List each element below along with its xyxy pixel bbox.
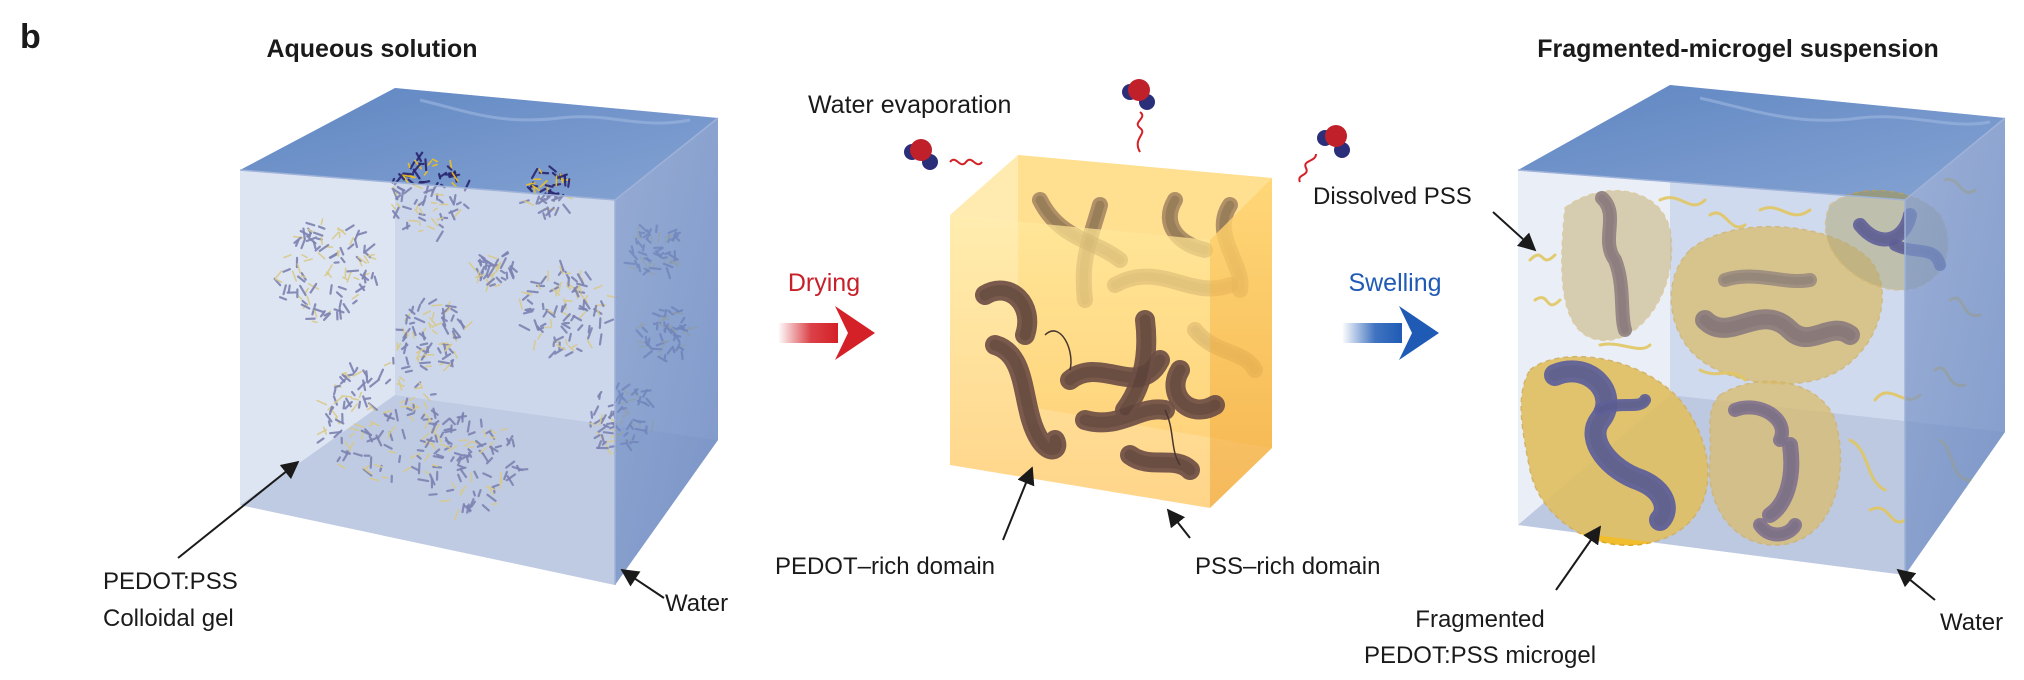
drying-arrow-icon bbox=[778, 306, 875, 360]
water-molecule-icon bbox=[1317, 125, 1350, 158]
dissolved-pss-chain bbox=[1868, 506, 1907, 524]
drying-label: Drying bbox=[788, 269, 860, 297]
water-evaporation-label: Water evaporation bbox=[808, 91, 1011, 119]
dissolved-pss-chain bbox=[1598, 342, 1652, 351]
water-left-label: Water bbox=[665, 590, 728, 617]
colloidal-gel-pointer bbox=[177, 460, 300, 559]
dissolved-pss-chain bbox=[1708, 211, 1747, 229]
microgel-pointer bbox=[1555, 525, 1602, 591]
dissolved-pss-label: Dissolved PSS bbox=[1313, 183, 1472, 210]
microgel-suspension-cube bbox=[1517, 85, 2006, 575]
aqueous-solution-cube bbox=[239, 88, 719, 585]
dissolved-pss-chain bbox=[1698, 368, 1747, 382]
dissolved-pss-chain bbox=[1533, 296, 1562, 307]
colloidal-gel-label-line1: PEDOT:PSS bbox=[103, 568, 238, 595]
dissolved-pss-chain bbox=[1658, 196, 1707, 207]
water-molecule-icon bbox=[1122, 79, 1155, 110]
evaporation-wave-2 bbox=[1136, 111, 1144, 153]
pedot-rich-domains-front bbox=[975, 280, 1225, 480]
panel-letter: b bbox=[20, 18, 41, 56]
swelling-label: Swelling bbox=[1348, 269, 1441, 297]
water-right-pointer bbox=[1896, 568, 1936, 601]
water-right-label: Water bbox=[1940, 609, 2003, 636]
dissolved-pss-chain bbox=[1758, 206, 1812, 217]
dissolved-pss-chain bbox=[1528, 253, 1557, 262]
dissolved-pss-pointer bbox=[1492, 211, 1537, 252]
title-aqueous-solution: Aqueous solution bbox=[266, 35, 477, 63]
evaporation-wave-3 bbox=[1298, 153, 1317, 183]
microgel-blob bbox=[1670, 225, 1883, 385]
pedot-rich-pointer bbox=[1002, 466, 1035, 541]
title-fragmented-microgel-suspension: Fragmented-microgel suspension bbox=[1537, 35, 1938, 63]
water-left-pointer bbox=[620, 569, 665, 599]
pss-rich-label: PSS–rich domain bbox=[1195, 553, 1380, 580]
colloidal-gel-label-line2: Colloidal gel bbox=[103, 605, 234, 632]
pedot-rich-label: PEDOT–rich domain bbox=[775, 553, 995, 580]
microgel-blob bbox=[1708, 380, 1842, 546]
evaporation-wave-1 bbox=[949, 158, 983, 166]
swelling-arrow-icon bbox=[1342, 306, 1439, 360]
dissolved-pss-chain bbox=[1848, 438, 1887, 492]
microgel-label-line2: PEDOT:PSS microgel bbox=[1364, 642, 1596, 669]
pss-rich-pointer bbox=[1166, 508, 1191, 539]
water-molecule-icon bbox=[904, 139, 938, 170]
dried-film-cube bbox=[950, 155, 1272, 508]
microgel-label-line1: Fragmented bbox=[1415, 606, 1544, 633]
